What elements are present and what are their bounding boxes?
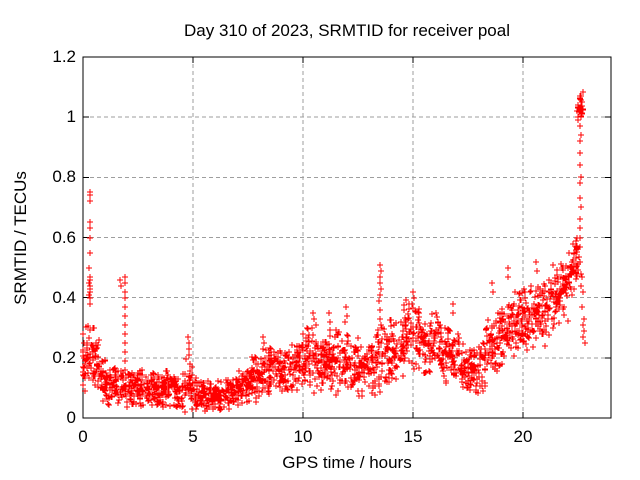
x-tick-label: 0 [78, 427, 88, 446]
x-tick-label: 10 [293, 427, 313, 446]
x-axis-label: GPS time / hours [282, 453, 412, 472]
x-tick-label: 15 [403, 427, 423, 446]
y-tick-label: 1 [66, 107, 76, 127]
y-tick-label: 0.6 [52, 227, 76, 247]
x-tick-label: 20 [513, 427, 533, 446]
y-tick-label: 1.2 [52, 47, 76, 66]
y-tick-label: 0.2 [52, 347, 76, 367]
y-tick-label: 0.4 [52, 287, 76, 307]
x-tick-label: 5 [188, 427, 198, 446]
chart-title: Day 310 of 2023, SRMTID for receiver poa… [184, 21, 510, 40]
y-tick-label: 0.8 [52, 167, 76, 187]
y-tick-label: 0 [66, 408, 76, 427]
